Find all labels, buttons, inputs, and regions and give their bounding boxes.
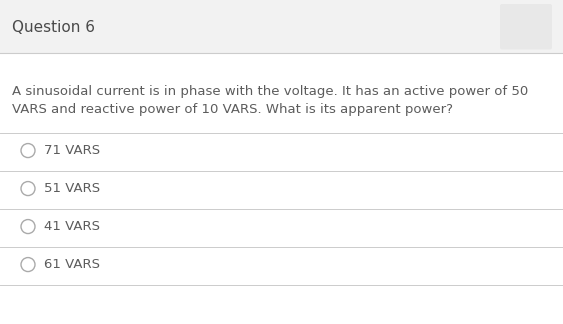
Text: 71 VARS: 71 VARS [44,144,100,157]
Text: Question 6: Question 6 [12,20,95,35]
Bar [0,0,563,53]
Ellipse shape [21,181,35,196]
Text: 61 VARS: 61 VARS [44,258,100,271]
Ellipse shape [21,258,35,272]
Text: A sinusoidal current is in phase with the voltage. It has an active power of 50: A sinusoidal current is in phase with th… [12,86,528,98]
Text: 41 VARS: 41 VARS [44,220,100,233]
Text: 51 VARS: 51 VARS [44,182,100,195]
Text: VARS and reactive power of 10 VARS. What is its apparent power?: VARS and reactive power of 10 VARS. What… [12,103,453,116]
FancyBboxPatch shape [500,4,552,50]
Ellipse shape [21,144,35,157]
Ellipse shape [21,220,35,234]
